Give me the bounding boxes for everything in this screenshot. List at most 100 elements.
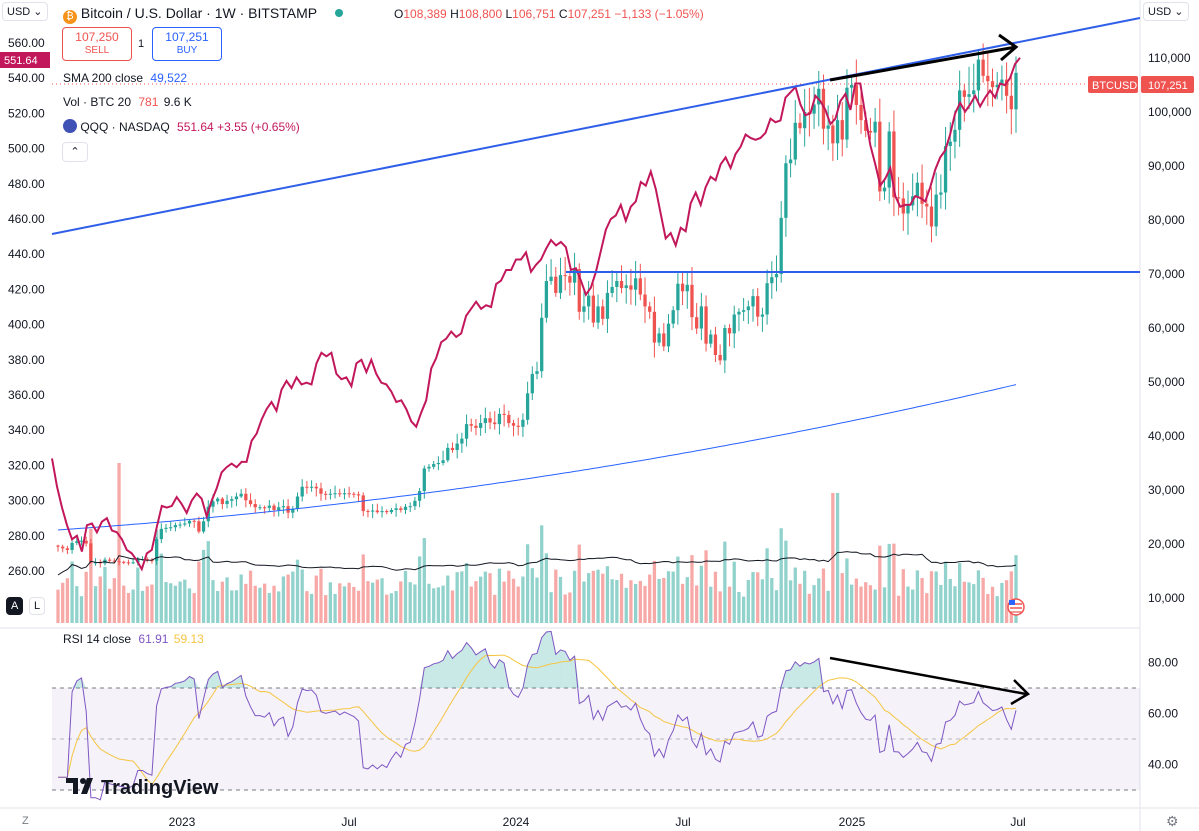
candle-body	[793, 122, 797, 160]
volume-bar	[164, 582, 168, 623]
candle-body	[516, 425, 520, 427]
candle-body	[662, 333, 666, 347]
sell-price: 107,250	[75, 30, 119, 44]
qqq-price-text: 551.64	[4, 55, 38, 67]
rsi-legend[interactable]: RSI 14 close 61.91 59.13	[63, 632, 204, 646]
ohlc-readout: O108,389 H108,800 L106,751 C107,251 −1,1…	[394, 7, 704, 21]
symbol-header[interactable]: ₿ Bitcoin / U.S. Dollar · 1W · BITSTAMP	[63, 5, 357, 24]
candle-body	[422, 468, 426, 492]
auto-scale-button[interactable]: A	[6, 597, 24, 615]
candle-body	[291, 508, 295, 513]
rising-trendline[interactable]	[51, 17, 1141, 235]
volume-bar	[230, 590, 234, 623]
chevron-up-icon: ⌃	[70, 146, 80, 158]
candle-body	[65, 548, 70, 550]
candle-body	[258, 507, 262, 509]
sell-button[interactable]: 107,250 SELL	[62, 27, 132, 61]
candle-body	[826, 125, 830, 129]
rsi-overbought-segment	[485, 648, 491, 688]
rsi-legend-value: 61.91	[138, 632, 169, 646]
volume-bar	[70, 561, 74, 623]
volume-bar	[554, 569, 558, 623]
candle-body	[502, 413, 506, 415]
volume-bar	[943, 561, 948, 623]
price-arrow[interactable]	[829, 45, 1017, 82]
sma-legend-value: 49,522	[150, 71, 188, 85]
volume-bar	[953, 586, 957, 623]
volume-bar	[154, 529, 159, 623]
volume-bar	[380, 578, 384, 623]
candle-body	[624, 285, 628, 289]
volume-bar	[450, 590, 455, 623]
buy-button[interactable]: 107,251 BUY	[152, 27, 222, 61]
rsi-arrow-head	[1010, 679, 1031, 706]
log-scale-button[interactable]: L	[29, 597, 46, 615]
rsi-overbought-segment	[795, 661, 800, 688]
price-tick-label: 30,000	[1148, 483, 1185, 497]
time-tick-label: Jul	[1010, 815, 1025, 829]
qqq-legend-change: +3.55 (+0.65%)	[217, 120, 300, 134]
candle-body	[568, 276, 572, 283]
volume-bar	[145, 586, 149, 623]
volume-bar	[864, 582, 868, 623]
qqq-tick-label: 520.00	[8, 106, 45, 120]
qqq-tick-label: 480.00	[8, 177, 45, 191]
volume-bar	[328, 582, 333, 623]
z-button[interactable]: Z	[22, 815, 29, 827]
rsi-tick-label: 40.00	[1148, 758, 1178, 772]
volume-bar	[309, 593, 314, 623]
volume-bar	[680, 583, 685, 623]
candle-body	[262, 507, 267, 509]
candle-body	[464, 424, 469, 439]
collapse-legend-button[interactable]: ⌃	[62, 142, 88, 162]
spread-value: 1	[138, 38, 145, 50]
candle-body	[385, 511, 389, 513]
candle-body	[868, 130, 873, 133]
price-tick-label: 100,000	[1148, 105, 1192, 119]
candle-body	[150, 560, 154, 562]
candle-body	[197, 521, 201, 532]
volume-bar	[342, 586, 347, 623]
volume-bar	[417, 556, 422, 623]
time-tick-label: Jul	[675, 815, 690, 829]
sma-legend[interactable]: SMA 200 close 49,522	[63, 71, 187, 85]
candle-body	[338, 493, 342, 495]
candle-body	[948, 141, 952, 147]
volume-bar	[596, 569, 600, 623]
volume-legend[interactable]: Vol · BTC 20 781 9.6 K	[63, 95, 192, 109]
candle-body	[234, 496, 239, 500]
candle-body	[774, 274, 779, 278]
volume-bar	[122, 585, 126, 623]
candle-body	[704, 306, 708, 344]
volume-bar	[582, 581, 586, 623]
volume-bar	[746, 579, 750, 623]
candle-body	[469, 424, 473, 426]
currency-select-left[interactable]: USD ⌄	[2, 2, 48, 21]
candle-body	[408, 506, 412, 508]
currency-select-right[interactable]: USD ⌄	[1143, 2, 1189, 21]
volume-bar	[234, 590, 239, 623]
volume-bar	[648, 574, 652, 623]
candle-body	[596, 306, 600, 323]
candle-body	[756, 296, 760, 317]
candle-body	[244, 493, 248, 501]
tradingview-logo: TradingView	[66, 777, 219, 799]
rsi-overbought-segment	[569, 656, 575, 688]
rsi-overbought-segment	[461, 642, 467, 688]
volume-bar	[201, 549, 206, 623]
volume-bar	[1004, 580, 1009, 623]
candle-body	[187, 520, 192, 524]
volume-bar	[601, 573, 605, 623]
time-tick-label: 2024	[503, 815, 530, 829]
candle-body	[943, 146, 948, 193]
candle-body	[108, 559, 112, 561]
settings-gear-icon[interactable]: ⚙	[1166, 813, 1179, 829]
volume-bar	[178, 581, 182, 623]
rsi-overbought-segment	[443, 650, 448, 688]
rsi-arrow[interactable]	[829, 656, 1027, 696]
qqq-legend[interactable]: QQQ · NASDAQ 551.64 +3.55 (+0.65%)	[63, 119, 300, 134]
candle-body	[483, 418, 487, 424]
candle-body	[558, 275, 563, 293]
price-arrow-head	[998, 33, 1019, 62]
